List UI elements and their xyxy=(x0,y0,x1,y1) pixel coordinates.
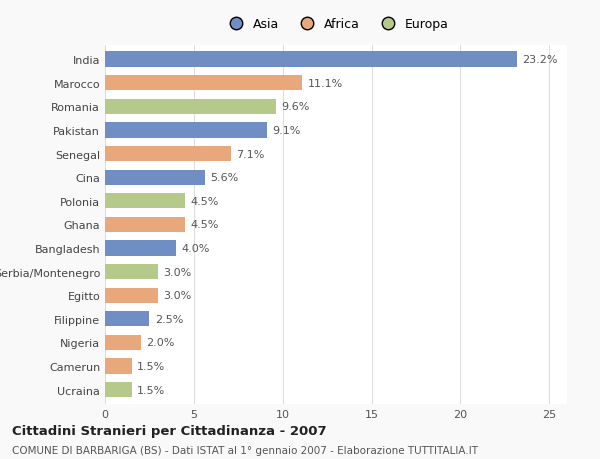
Bar xyxy=(105,312,149,327)
Text: 9.1%: 9.1% xyxy=(272,126,301,136)
Legend: Asia, Africa, Europa: Asia, Africa, Europa xyxy=(218,13,454,36)
Text: 1.5%: 1.5% xyxy=(137,385,165,395)
Text: 2.5%: 2.5% xyxy=(155,314,183,324)
Bar xyxy=(105,170,205,185)
Text: 3.0%: 3.0% xyxy=(164,291,192,301)
Text: Cittadini Stranieri per Cittadinanza - 2007: Cittadini Stranieri per Cittadinanza - 2… xyxy=(12,425,326,437)
Bar xyxy=(105,146,231,162)
Text: 7.1%: 7.1% xyxy=(236,149,265,159)
Bar xyxy=(105,76,302,91)
Text: 23.2%: 23.2% xyxy=(523,55,558,65)
Bar xyxy=(105,52,517,67)
Text: 4.5%: 4.5% xyxy=(190,220,218,230)
Bar xyxy=(105,100,275,115)
Bar xyxy=(105,241,176,256)
Text: 2.0%: 2.0% xyxy=(146,338,174,347)
Bar xyxy=(105,358,131,374)
Bar xyxy=(105,382,131,397)
Bar xyxy=(105,123,266,138)
Bar xyxy=(105,288,158,303)
Bar xyxy=(105,264,158,280)
Text: 1.5%: 1.5% xyxy=(137,361,165,371)
Text: 5.6%: 5.6% xyxy=(210,173,238,183)
Text: 9.6%: 9.6% xyxy=(281,102,309,112)
Text: 11.1%: 11.1% xyxy=(308,78,343,89)
Bar xyxy=(105,217,185,233)
Text: 4.0%: 4.0% xyxy=(181,243,210,253)
Bar xyxy=(105,335,140,350)
Text: 4.5%: 4.5% xyxy=(190,196,218,207)
Bar xyxy=(105,194,185,209)
Text: 3.0%: 3.0% xyxy=(164,267,192,277)
Text: COMUNE DI BARBARIGA (BS) - Dati ISTAT al 1° gennaio 2007 - Elaborazione TUTTITAL: COMUNE DI BARBARIGA (BS) - Dati ISTAT al… xyxy=(12,445,478,455)
